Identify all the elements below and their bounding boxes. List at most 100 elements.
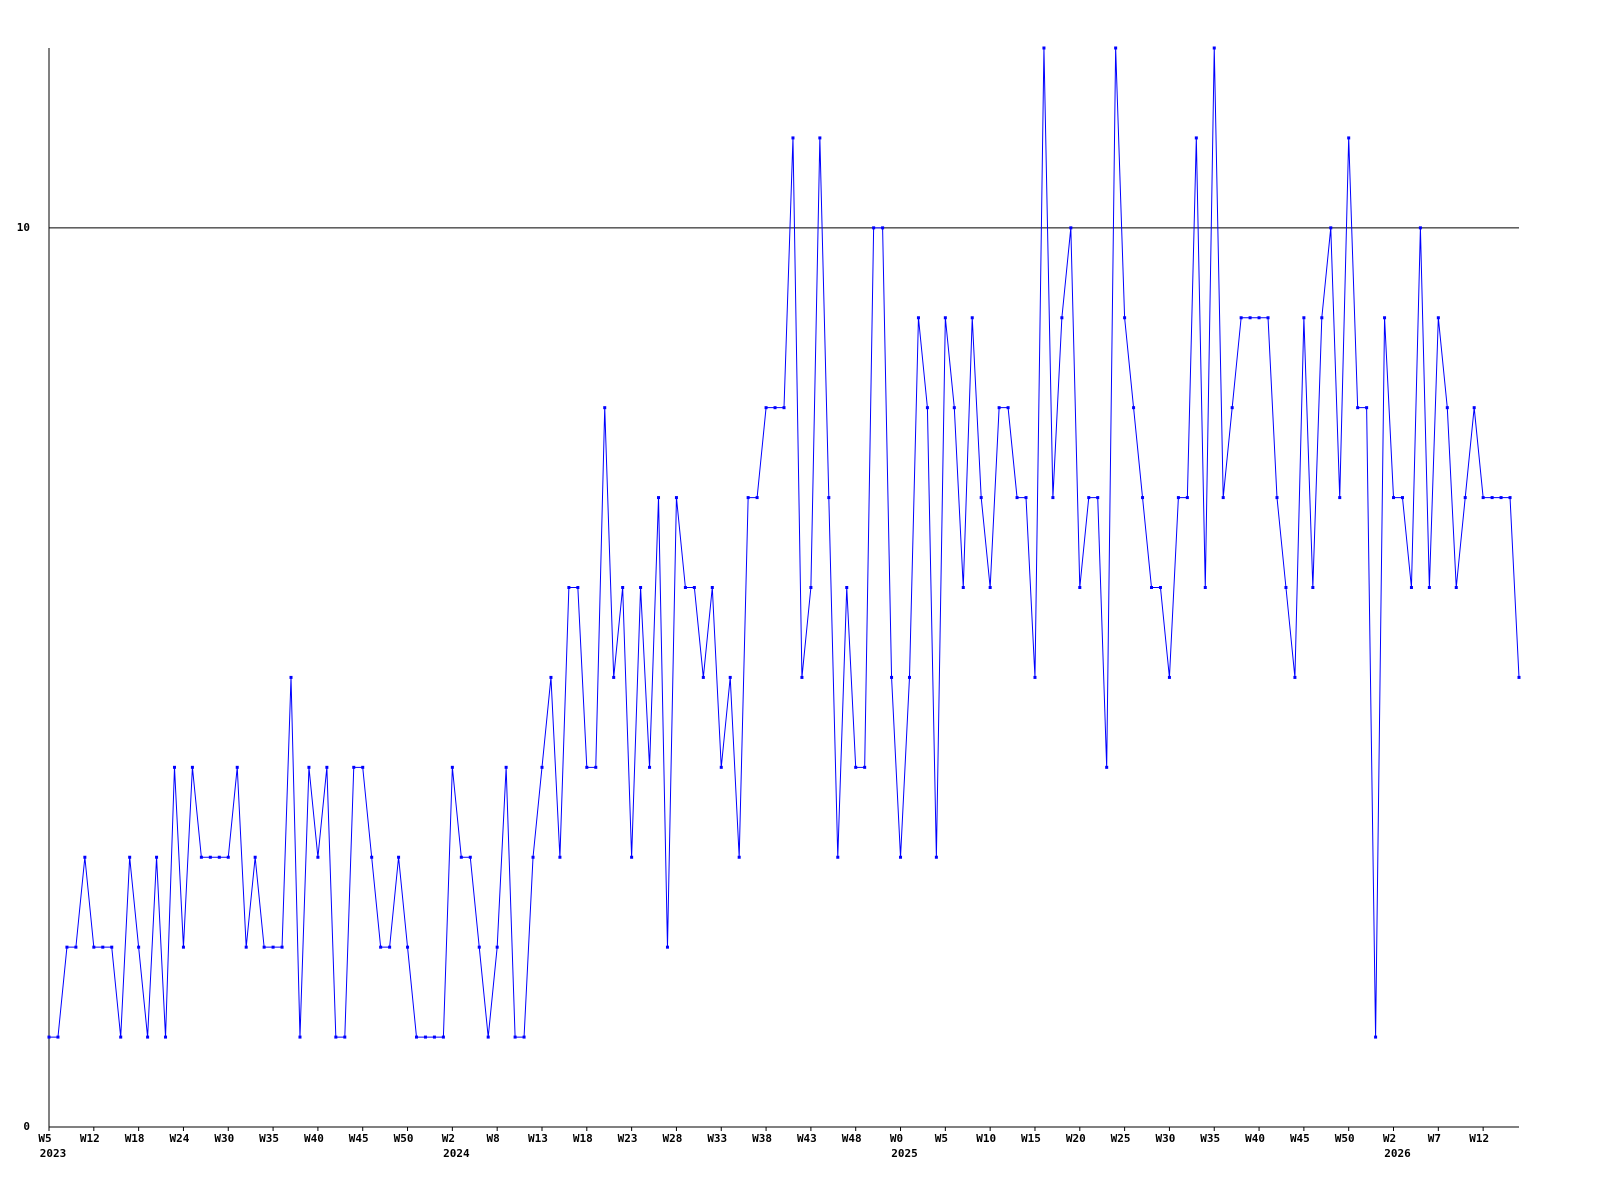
- data-point: [773, 406, 777, 410]
- data-point: [325, 765, 329, 769]
- x-tick-label: W50: [1335, 1132, 1355, 1145]
- data-point: [916, 316, 920, 320]
- x-tick-label: W48: [842, 1132, 862, 1145]
- data-point: [235, 765, 239, 769]
- data-point: [1284, 586, 1288, 589]
- data-point: [827, 496, 831, 500]
- data-point: [1033, 675, 1037, 679]
- data-point: [397, 855, 401, 859]
- data-point: [872, 226, 876, 230]
- x-tick-label: W5: [935, 1132, 948, 1145]
- data-point: [208, 855, 212, 859]
- x-tick-label: W12: [80, 1132, 100, 1145]
- data-point: [468, 855, 472, 859]
- data-point: [65, 945, 69, 949]
- data-point: [298, 1035, 302, 1039]
- data-point: [809, 586, 813, 589]
- data-point: [594, 765, 598, 769]
- data-point: [477, 945, 481, 949]
- data-point: [1302, 316, 1306, 320]
- data-point: [1347, 136, 1351, 140]
- data-point: [1356, 406, 1360, 410]
- data-point: [630, 855, 634, 859]
- data-point: [1517, 675, 1521, 679]
- data-point: [83, 855, 87, 859]
- data-point: [997, 406, 1001, 410]
- year-label: 2025: [891, 1147, 918, 1160]
- x-tick-label: W23: [618, 1132, 638, 1145]
- data-point: [1436, 316, 1440, 320]
- data-point: [1418, 226, 1422, 230]
- data-point: [1383, 316, 1387, 320]
- data-point: [746, 496, 750, 500]
- data-point: [361, 765, 365, 769]
- data-point: [961, 586, 965, 589]
- data-point: [190, 765, 194, 769]
- data-point: [423, 1035, 427, 1039]
- data-point: [522, 1035, 526, 1039]
- data-point: [952, 406, 956, 410]
- data-point: [1365, 406, 1369, 410]
- data-point: [244, 945, 248, 949]
- year-label: 2023: [40, 1147, 67, 1160]
- data-point: [56, 1035, 60, 1039]
- data-point: [486, 1035, 490, 1039]
- data-point: [567, 586, 571, 589]
- data-point: [450, 765, 454, 769]
- data-point: [1141, 496, 1145, 500]
- data-point: [119, 1035, 123, 1039]
- data-point: [1454, 586, 1458, 589]
- data-point: [406, 945, 410, 949]
- data-point: [1508, 496, 1512, 500]
- data-point: [1060, 316, 1064, 320]
- data-point: [934, 855, 938, 859]
- data-point: [110, 945, 114, 949]
- x-tick-label: W45: [1290, 1132, 1310, 1145]
- data-point: [146, 1035, 150, 1039]
- data-point: [1257, 316, 1261, 320]
- data-point: [441, 1035, 445, 1039]
- x-tick-label: W25: [1111, 1132, 1131, 1145]
- data-point: [988, 586, 992, 589]
- data-point: [307, 765, 311, 769]
- x-tick-label: W20: [1066, 1132, 1086, 1145]
- data-point: [1150, 586, 1153, 589]
- data-point: [101, 945, 105, 949]
- data-point: [890, 675, 894, 679]
- data-point: [370, 855, 374, 859]
- data-point: [943, 316, 947, 320]
- data-point: [1409, 586, 1413, 589]
- data-point: [280, 945, 284, 949]
- data-point: [1275, 496, 1279, 500]
- data-point: [1123, 316, 1127, 320]
- data-point: [199, 855, 203, 859]
- data-point: [1320, 316, 1324, 320]
- data-point: [172, 765, 176, 769]
- data-point: [352, 765, 356, 769]
- data-point: [1087, 496, 1091, 500]
- data-point: [432, 1035, 436, 1039]
- y-tick-label: 0: [23, 1120, 30, 1133]
- data-point: [1024, 496, 1028, 500]
- x-tick-label: W35: [259, 1132, 279, 1145]
- data-point: [1212, 46, 1216, 50]
- data-point: [845, 586, 849, 589]
- data-point: [836, 855, 840, 859]
- data-point: [1167, 675, 1171, 679]
- x-tick-label: W28: [663, 1132, 683, 1145]
- data-point: [47, 1035, 51, 1039]
- data-point: [854, 765, 858, 769]
- data-point: [782, 406, 786, 410]
- data-point: [970, 316, 974, 320]
- data-point: [459, 855, 463, 859]
- x-tick-label: W8: [487, 1132, 500, 1145]
- data-point: [719, 765, 723, 769]
- data-point: [343, 1035, 347, 1039]
- x-tick-label: W10: [976, 1132, 996, 1145]
- x-tick-label: W5: [38, 1132, 51, 1145]
- data-point: [549, 675, 553, 679]
- data-point: [1185, 496, 1189, 500]
- x-tick-label: W13: [528, 1132, 548, 1145]
